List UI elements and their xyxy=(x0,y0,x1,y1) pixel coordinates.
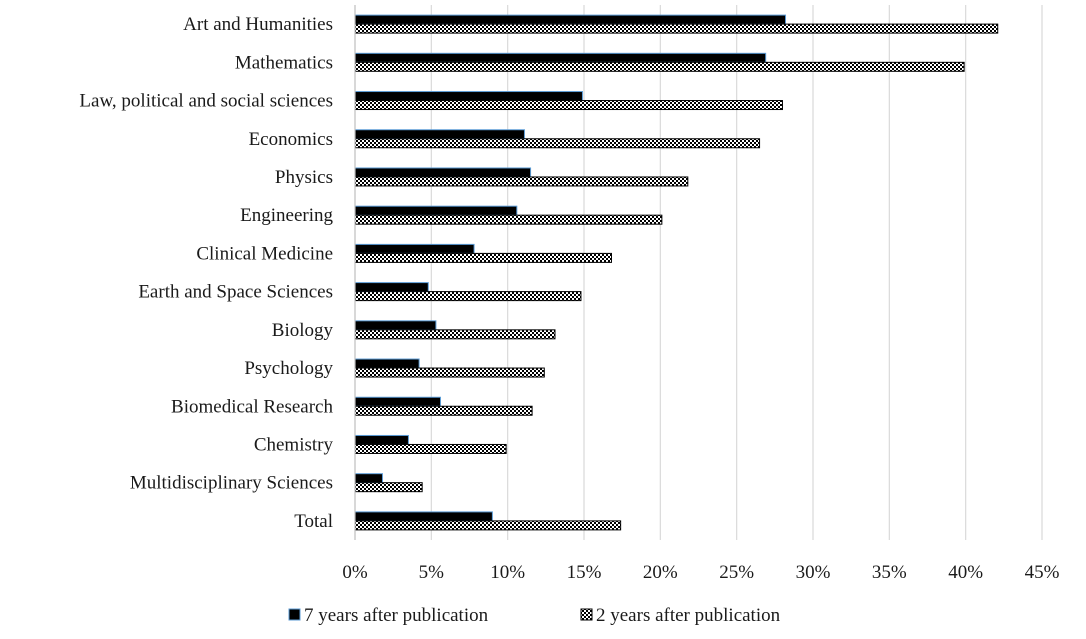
category-label: Biomedical Research xyxy=(171,396,333,417)
x-tick-label: 5% xyxy=(419,562,445,583)
bar-2-years xyxy=(354,443,507,454)
gridlines xyxy=(430,5,1043,540)
bar-7-years xyxy=(354,243,475,254)
bar-2-years xyxy=(354,252,612,263)
bar-7-years xyxy=(354,282,429,293)
category-axis: Art and Humanities Mathematics Law, politi… xyxy=(79,5,356,540)
category-label: Law, political and social sciences xyxy=(79,91,333,112)
x-tick-label: 25% xyxy=(719,562,754,583)
bar-7-years xyxy=(354,511,493,522)
category-label: Engineering xyxy=(240,205,333,226)
bar-2-years xyxy=(354,214,663,225)
x-tick-label: 45% xyxy=(1025,562,1060,583)
x-tick-label: 0% xyxy=(342,562,368,583)
x-tick-label: 10% xyxy=(490,562,525,583)
bar-7-years xyxy=(354,434,409,445)
bar-2-years xyxy=(354,520,622,531)
bar-2-years xyxy=(354,61,965,72)
bar-7-years xyxy=(354,52,767,63)
category-label: Art and Humanities xyxy=(183,14,333,35)
legend-swatch-7-years xyxy=(288,608,301,621)
category-label: Earth and Space Sciences xyxy=(138,282,333,303)
bar-7-years xyxy=(354,320,437,331)
category-label: Mathematics xyxy=(235,52,333,73)
bar-7-years xyxy=(354,129,525,140)
bar-2-years xyxy=(354,176,689,187)
x-tick-label: 15% xyxy=(567,562,602,583)
bar-2-years xyxy=(354,100,783,111)
bar-2-years xyxy=(354,138,761,149)
bar-7-years xyxy=(354,14,787,25)
x-tick-label: 35% xyxy=(872,562,907,583)
bar-2-years xyxy=(354,405,533,416)
bar-2-years xyxy=(354,367,545,378)
bar-2-years xyxy=(354,291,582,302)
bars xyxy=(354,14,999,531)
x-tick-label: 30% xyxy=(796,562,831,583)
legend-label-7-years: 7 years after publication xyxy=(304,605,489,626)
bar-2-years xyxy=(354,329,556,340)
value-axis: 0% 5% 10% 15% 20% 25% 30% 35% 40% 45% xyxy=(342,562,1059,583)
bar-7-years xyxy=(354,167,532,178)
category-label: Economics xyxy=(249,129,333,150)
category-label: Biology xyxy=(272,320,334,341)
x-tick-label: 20% xyxy=(643,562,678,583)
bar-7-years xyxy=(354,91,583,102)
category-label: Multidisciplinary Sciences xyxy=(130,473,333,494)
x-tick-label: 40% xyxy=(948,562,983,583)
bar-7-years xyxy=(354,205,518,216)
legend: 7 years after publication 2 years after p… xyxy=(288,605,781,626)
legend-swatch-2-years xyxy=(580,608,593,621)
category-label: Chemistry xyxy=(254,434,334,455)
bar-2-years xyxy=(354,482,423,493)
bar-7-years xyxy=(354,358,420,369)
bar-7-years xyxy=(354,473,383,484)
legend-label-2-years: 2 years after publication xyxy=(596,605,781,626)
bar-2-years xyxy=(354,23,999,34)
category-label: Psychology xyxy=(244,358,333,379)
category-label: Clinical Medicine xyxy=(196,243,333,264)
category-label: Total xyxy=(294,511,333,532)
category-label: Physics xyxy=(275,167,333,188)
bar-7-years xyxy=(354,396,441,407)
